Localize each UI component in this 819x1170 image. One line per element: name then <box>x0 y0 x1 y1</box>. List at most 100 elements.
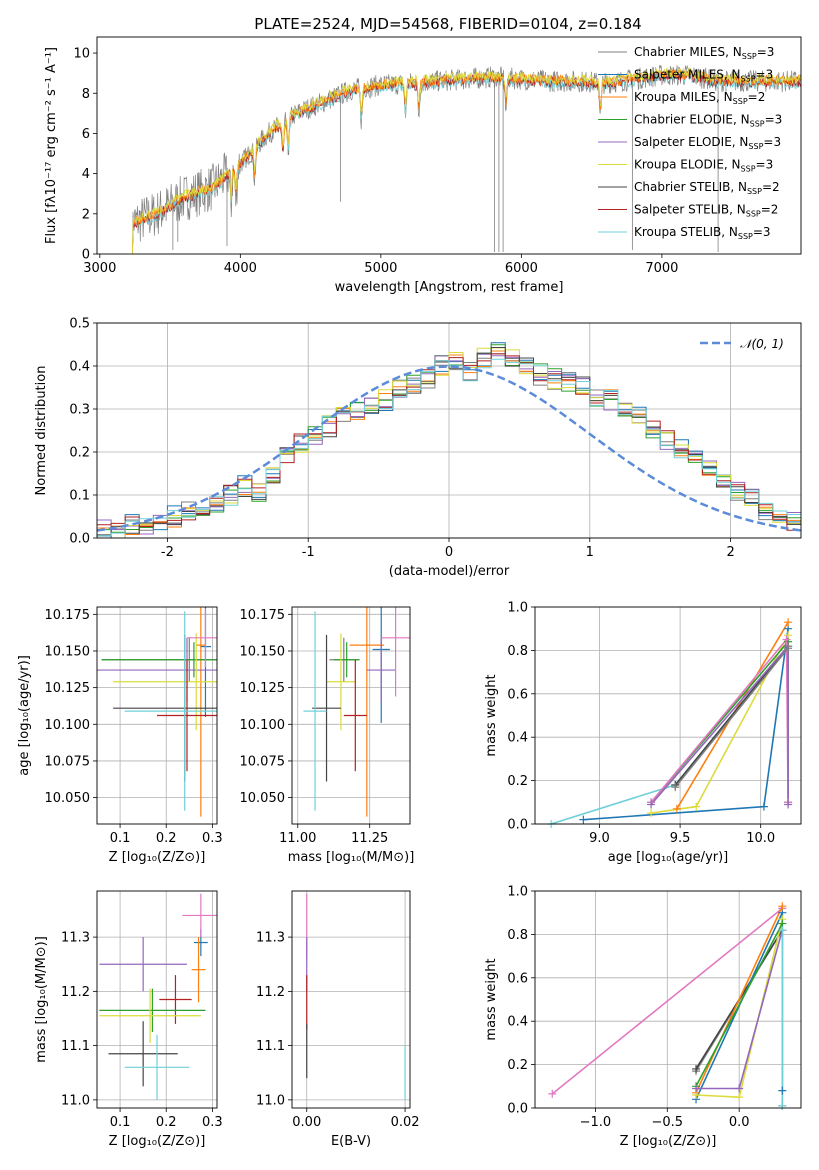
x-axis-label: E(B-V) <box>331 1134 371 1149</box>
y-tick-label: 0.5 <box>69 317 90 332</box>
y-tick-label: 11.1 <box>256 1039 285 1054</box>
y-axis-label: age [log₁₀(age/yr)] <box>17 655 32 776</box>
plot-area <box>303 607 410 817</box>
y-axis-label: mass [log₁₀(M/M⊙)] <box>34 936 49 1063</box>
y-tick-label: 0.1 <box>69 489 90 504</box>
y-tick-label: 10 <box>73 47 90 62</box>
y-tick-label: 10.125 <box>45 681 91 696</box>
plus-marker <box>784 800 793 809</box>
plus-marker <box>672 804 681 813</box>
plus-marker <box>579 815 588 824</box>
y-tick-label: 10.100 <box>45 718 91 733</box>
y-tick-label: 0.2 <box>507 774 528 789</box>
y-tick-label: 4 <box>82 167 90 182</box>
x-tick-label: 0.1 <box>110 1115 131 1130</box>
plot-area <box>130 65 801 254</box>
x-axis-label: age [log₁₀(age/yr)] <box>608 850 729 865</box>
residual-histogram <box>97 353 801 531</box>
y-tick-label: 0 <box>82 248 90 263</box>
mass-weight-line <box>550 645 789 824</box>
legend-label: Salpeter ELODIE, NSSP=3 <box>634 135 781 151</box>
y-tick-label: 0.0 <box>507 1102 528 1117</box>
mass-weight-line <box>695 923 784 1087</box>
x-axis-label: Z [log₁₀(Z/Z⊙)] <box>109 850 206 865</box>
x-tick-label: 10.0 <box>746 831 775 846</box>
plus-marker <box>735 1093 744 1102</box>
y-tick-label: 0.2 <box>69 446 90 461</box>
y-tick-label: 10.150 <box>240 644 286 659</box>
x-tick-label: 9.5 <box>670 831 691 846</box>
axes-frame <box>534 890 802 1109</box>
legend-label: 𝒩(0, 1) <box>740 337 784 351</box>
plus-marker <box>548 1089 557 1098</box>
axes-frame <box>96 322 802 539</box>
plus-marker <box>692 802 701 811</box>
y-tick-label: 10.125 <box>240 681 286 696</box>
x-tick-label: 6000 <box>505 261 538 276</box>
y-tick-label: 0.4 <box>507 731 528 746</box>
y-tick-label: 10.175 <box>240 608 286 623</box>
axes-frame <box>291 606 411 825</box>
x-tick-label: −1.0 <box>580 1115 612 1130</box>
x-tick-label: 0.3 <box>202 1115 223 1130</box>
plot-area <box>306 893 406 1100</box>
y-tick-label: 10.175 <box>45 608 91 623</box>
legend-label: Chabrier STELIB, NSSP=2 <box>634 180 780 196</box>
legend-label: Chabrier ELODIE, NSSP=3 <box>634 113 782 129</box>
plus-marker <box>778 926 787 935</box>
legend-label: Salpeter MILES, NSSP=3 <box>634 68 773 84</box>
x-tick-label: 11.00 <box>279 831 316 846</box>
y-tick-label: 0.3 <box>69 403 90 418</box>
legend-label: Kroupa ELODIE, NSSP=3 <box>634 158 773 174</box>
y-tick-label: 0.8 <box>507 928 528 943</box>
x-tick-label: −0.5 <box>651 1115 683 1130</box>
axes-frame <box>291 890 411 1109</box>
y-tick-label: 0.4 <box>507 1015 528 1030</box>
x-tick-label: 11.25 <box>351 831 388 846</box>
x-tick-label: 0.2 <box>156 831 177 846</box>
y-tick-label: 10.050 <box>45 791 91 806</box>
plus-marker <box>759 802 768 811</box>
y-tick-label: 2 <box>82 207 90 222</box>
x-tick-label: 9.0 <box>589 831 610 846</box>
y-tick-label: 0.8 <box>507 644 528 659</box>
axes-frame <box>534 606 802 825</box>
axes-frame <box>96 606 218 825</box>
legend-label: Chabrier MILES, NSSP=3 <box>634 45 774 61</box>
plus-marker <box>784 618 793 627</box>
x-tick-label: 0 <box>445 545 453 560</box>
x-axis-label: Z [log₁₀(Z/Z⊙)] <box>109 1134 206 1149</box>
mass-weight-line <box>551 907 783 1095</box>
y-axis-label: Normed distribution <box>34 366 49 496</box>
y-tick-label: 10.150 <box>45 644 91 659</box>
y-tick-label: 0.4 <box>69 360 90 375</box>
x-tick-label: 1 <box>586 545 594 560</box>
plus-marker <box>778 1086 787 1095</box>
y-axis-label: mass weight <box>484 958 499 1040</box>
plus-marker <box>647 800 656 809</box>
x-tick-label: 0.00 <box>292 1115 321 1130</box>
y-tick-label: 11.2 <box>61 985 90 1000</box>
x-tick-label: -2 <box>161 545 174 560</box>
y-axis-label: mass weight <box>484 674 499 756</box>
y-tick-label: 0.6 <box>507 687 528 702</box>
plot-area <box>97 607 217 817</box>
y-tick-label: 0.0 <box>69 532 90 547</box>
x-axis-label: Z [log₁₀(Z/Z⊙)] <box>620 1134 717 1149</box>
y-tick-label: 6 <box>82 127 90 142</box>
plot-area <box>99 893 217 1100</box>
y-axis-label: Flux [fλ10⁻¹⁷ erg cm⁻² s⁻¹ A⁻¹] <box>44 47 59 244</box>
y-tick-label: 11.0 <box>256 1093 285 1108</box>
x-tick-label: 3000 <box>83 261 116 276</box>
y-tick-label: 10.050 <box>240 791 286 806</box>
x-tick-label: 0.02 <box>391 1115 420 1130</box>
plus-marker <box>692 1064 701 1073</box>
y-tick-label: 0.2 <box>507 1058 528 1073</box>
x-tick-label: 0.2 <box>156 1115 177 1130</box>
x-tick-label: 5000 <box>364 261 397 276</box>
residual-histogram <box>97 358 801 537</box>
plus-marker <box>692 1084 701 1093</box>
y-tick-label: 0.0 <box>507 818 528 833</box>
x-axis-label: wavelength [Angstrom, rest frame] <box>335 280 564 295</box>
